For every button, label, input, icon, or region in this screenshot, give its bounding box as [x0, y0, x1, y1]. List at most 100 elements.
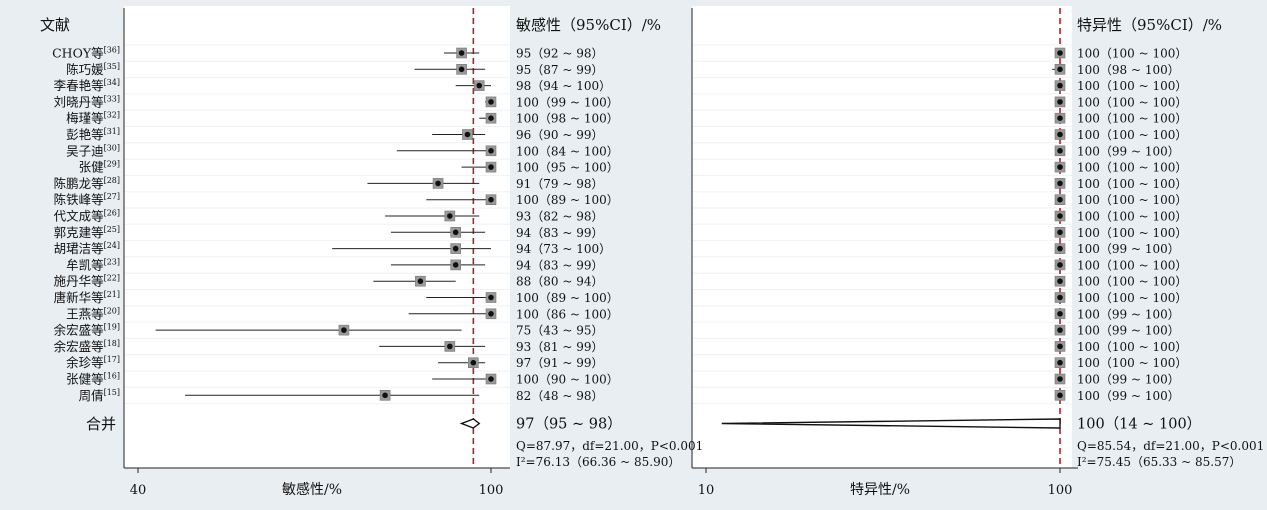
study-reference: [32] [104, 111, 120, 120]
specificity-forest-plot: 10 100 [691, 8, 1078, 498]
point-estimate [1057, 99, 1063, 105]
study-name: CHOY等 [52, 46, 103, 61]
point-estimate [470, 359, 477, 366]
study-estimate-value: 88（80 ~ 94） [516, 275, 604, 289]
study-estimate-value: 100（100 ~ 100） [1077, 275, 1187, 289]
study-label: 陈鹏龙等[28] [54, 176, 120, 191]
point-estimate [1057, 245, 1063, 252]
sensitivity-x-axis-label: 敏感性/% [282, 481, 342, 498]
study-estimate-value: 94（83 ~ 99） [516, 258, 604, 272]
study-name: 余珍等 [66, 355, 104, 370]
study-reference: [34] [104, 78, 120, 87]
pooled-estimate-diamond [459, 418, 481, 429]
sensitivity-value-column: 95（92 ~ 98） 95（87 ~ 99） 98（94 ~ 100） 100（99… [516, 47, 622, 433]
point-estimate [341, 327, 347, 333]
point-estimate [447, 213, 453, 219]
point-estimate [452, 229, 459, 236]
specificity-plot-area [692, 6, 1072, 468]
specificity-x-axis-label: 特异性/% [850, 482, 910, 498]
study-reference: [27] [104, 192, 120, 201]
study-estimate-value: 100（100 ~ 100） [1077, 226, 1187, 240]
study-reference: [24] [104, 241, 120, 250]
study-estimate-value: 94（73 ~ 100） [516, 242, 611, 256]
point-estimate [1057, 343, 1063, 350]
point-estimate [1057, 213, 1063, 219]
study-reference: [22] [104, 274, 120, 283]
spec-q-value: Q=85.54， [1077, 439, 1143, 453]
point-estimate [452, 245, 459, 252]
study-reference: [26] [104, 209, 120, 218]
point-estimate [488, 148, 494, 154]
point-estimate [1057, 294, 1063, 301]
point-estimate [458, 66, 465, 73]
study-reference: [28] [104, 176, 120, 185]
study-estimate-value: 100（86 ~ 100） [516, 307, 619, 321]
point-estimate [382, 392, 388, 399]
study-label: 张健等[16] [66, 372, 120, 387]
point-estimate [488, 115, 494, 121]
study-name: 施丹华等 [54, 274, 104, 289]
study-name: 张健等 [66, 372, 104, 387]
pooled-label: 合并 [86, 415, 116, 433]
study-reference: [36] [104, 46, 120, 55]
study-estimate-value: 95（92 ~ 98） [516, 47, 604, 61]
study-estimate-value: 100（98 ~ 100） [1077, 63, 1180, 77]
study-reference: [25] [104, 225, 120, 234]
study-estimate-value: 100（99 ~ 100） [516, 95, 619, 109]
study-estimate-value: 100（99 ~ 100） [1077, 389, 1180, 403]
study-label: 余宏盛等[18] [54, 339, 120, 354]
study-estimate-value: 100（99 ~ 100） [1077, 307, 1180, 321]
point-estimate [458, 50, 465, 56]
study-estimate-value: 100（99 ~ 100） [1077, 373, 1180, 387]
study-name: 刘晓丹等 [54, 94, 104, 109]
study-estimate-value: 100（89 ~ 100） [516, 291, 619, 305]
study-label: 施丹华等[22] [54, 274, 120, 289]
study-label: CHOY等[36] [52, 46, 120, 61]
study-estimate-value: 100（84 ~ 100） [516, 144, 619, 158]
specificity-value-column: 100（100 ~ 100） 100（98 ~ 100） 100（100 ~ 100… [1077, 47, 1201, 433]
point-estimate [1057, 50, 1063, 56]
study-name: 陈巧媛 [66, 62, 104, 77]
study-label: 郭克建等[25] [54, 225, 120, 240]
study-reference: [33] [104, 94, 120, 103]
study-label: 胡珺洁等[24] [54, 241, 120, 256]
study-estimate-value: 100（100 ~ 100） [1077, 210, 1187, 224]
point-estimate [1057, 131, 1063, 138]
study-label: 周倩[15] [79, 388, 120, 403]
study-name: 代文成等 [54, 209, 104, 224]
specificity-heterogeneity-q: Q=85.54，df=21.00，P<0.001 [1077, 439, 1264, 453]
point-estimate [452, 262, 459, 268]
x-tick-label: 100 [479, 483, 504, 498]
study-name: 陈鹏龙等 [54, 176, 104, 191]
study-estimate-value: 100（90 ~ 100） [516, 373, 619, 387]
study-estimate-value: 100（100 ~ 100） [1077, 340, 1187, 354]
study-label: 牟凯等[23] [66, 257, 120, 272]
study-name: 余宏盛等 [54, 323, 104, 338]
study-name: 牟凯等 [66, 257, 104, 272]
study-estimate-value: 94（83 ~ 99） [516, 226, 604, 240]
study-estimate-value: 91（79 ~ 98） [516, 177, 604, 191]
point-estimate [488, 164, 494, 170]
study-reference: [21] [104, 290, 120, 299]
study-name: 吴子迪 [66, 143, 104, 158]
specificity-heterogeneity-i2: I²=75.45（65.33 ~ 85.57） [1077, 455, 1241, 469]
study-label: 彭艳等[31] [66, 127, 120, 142]
point-estimate [476, 82, 483, 89]
x-tick-label: 40 [130, 483, 147, 498]
study-name: 郭克建等 [54, 225, 104, 240]
row-gridlines [124, 44, 1072, 405]
study-label: 余珍等[17] [66, 355, 120, 370]
study-name: 李春艳等 [54, 78, 104, 93]
point-estimate [1057, 229, 1063, 236]
point-estimate [488, 376, 494, 382]
study-reference: [17] [104, 355, 120, 364]
study-reference: [31] [104, 127, 120, 136]
x-tick-label: 10 [698, 483, 715, 498]
study-estimate-value: 100（100 ~ 100） [1077, 193, 1187, 207]
study-reference: [18] [104, 339, 120, 348]
study-name: 唐新华等 [54, 290, 104, 305]
study-label: 刘晓丹等[33] [54, 94, 120, 109]
study-estimate-value: 82（48 ~ 98） [516, 389, 604, 403]
study-estimate-value: 100（100 ~ 100） [1077, 112, 1187, 126]
